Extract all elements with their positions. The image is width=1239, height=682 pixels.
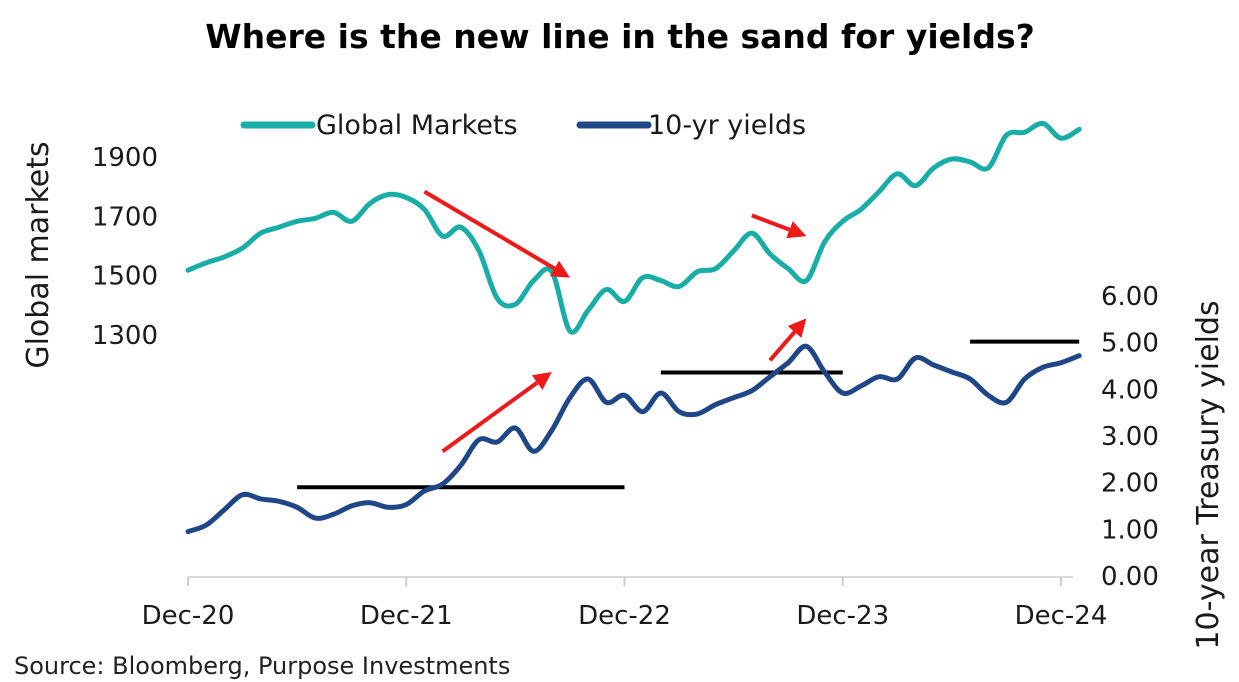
right-tick-label: 0.00 xyxy=(1101,562,1159,592)
legend: Global Markets 10-yr yields xyxy=(240,110,806,141)
left-tick-label: 1900 xyxy=(92,143,158,173)
right-tick-label: 6.00 xyxy=(1101,282,1159,312)
right-axis-title: 10-year Treasury yields xyxy=(1191,300,1226,649)
left-axis-ticks: 1300 1500 1700 1900 xyxy=(92,143,158,351)
legend-label-global-markets: Global Markets xyxy=(316,110,518,141)
left-tick-label: 1500 xyxy=(92,262,158,292)
annotation-arrow xyxy=(441,372,552,453)
left-tick-label: 1700 xyxy=(92,202,158,232)
left-tick-label: 1300 xyxy=(92,321,158,351)
series-line-10yr-yields xyxy=(185,343,1082,535)
series-line-global-markets xyxy=(185,120,1082,335)
x-axis-ticks: Dec-20 Dec-21 Dec-22 Dec-23 Dec-24 xyxy=(142,577,1108,631)
x-tick-label: Dec-20 xyxy=(142,601,235,631)
right-tick-label: 5.00 xyxy=(1101,329,1159,359)
x-tick-label: Dec-22 xyxy=(578,601,671,631)
right-axis-ticks: 0.00 1.00 2.00 3.00 4.00 5.00 6.00 xyxy=(1101,282,1159,592)
right-tick-label: 1.00 xyxy=(1101,515,1159,545)
right-tick-label: 4.00 xyxy=(1101,375,1159,405)
annotation-arrow xyxy=(423,189,570,278)
chart-title: Where is the new line in the sand for yi… xyxy=(205,17,1035,56)
right-tick-label: 3.00 xyxy=(1101,422,1159,452)
x-tick-label: Dec-21 xyxy=(360,601,453,631)
legend-label-10yr-yields: 10-yr yields xyxy=(648,110,806,141)
annotation-arrows xyxy=(423,189,807,453)
x-tick-label: Dec-24 xyxy=(1015,601,1108,631)
annotation-arrow xyxy=(768,318,807,362)
right-tick-label: 2.00 xyxy=(1101,469,1159,499)
left-axis-title: Global markets xyxy=(21,141,56,368)
source-note: Source: Bloomberg, Purpose Investments xyxy=(14,652,510,680)
threshold-lines xyxy=(297,339,1080,490)
annotation-arrow xyxy=(751,213,807,239)
series-lines xyxy=(185,120,1082,535)
x-tick-label: Dec-23 xyxy=(796,601,889,631)
